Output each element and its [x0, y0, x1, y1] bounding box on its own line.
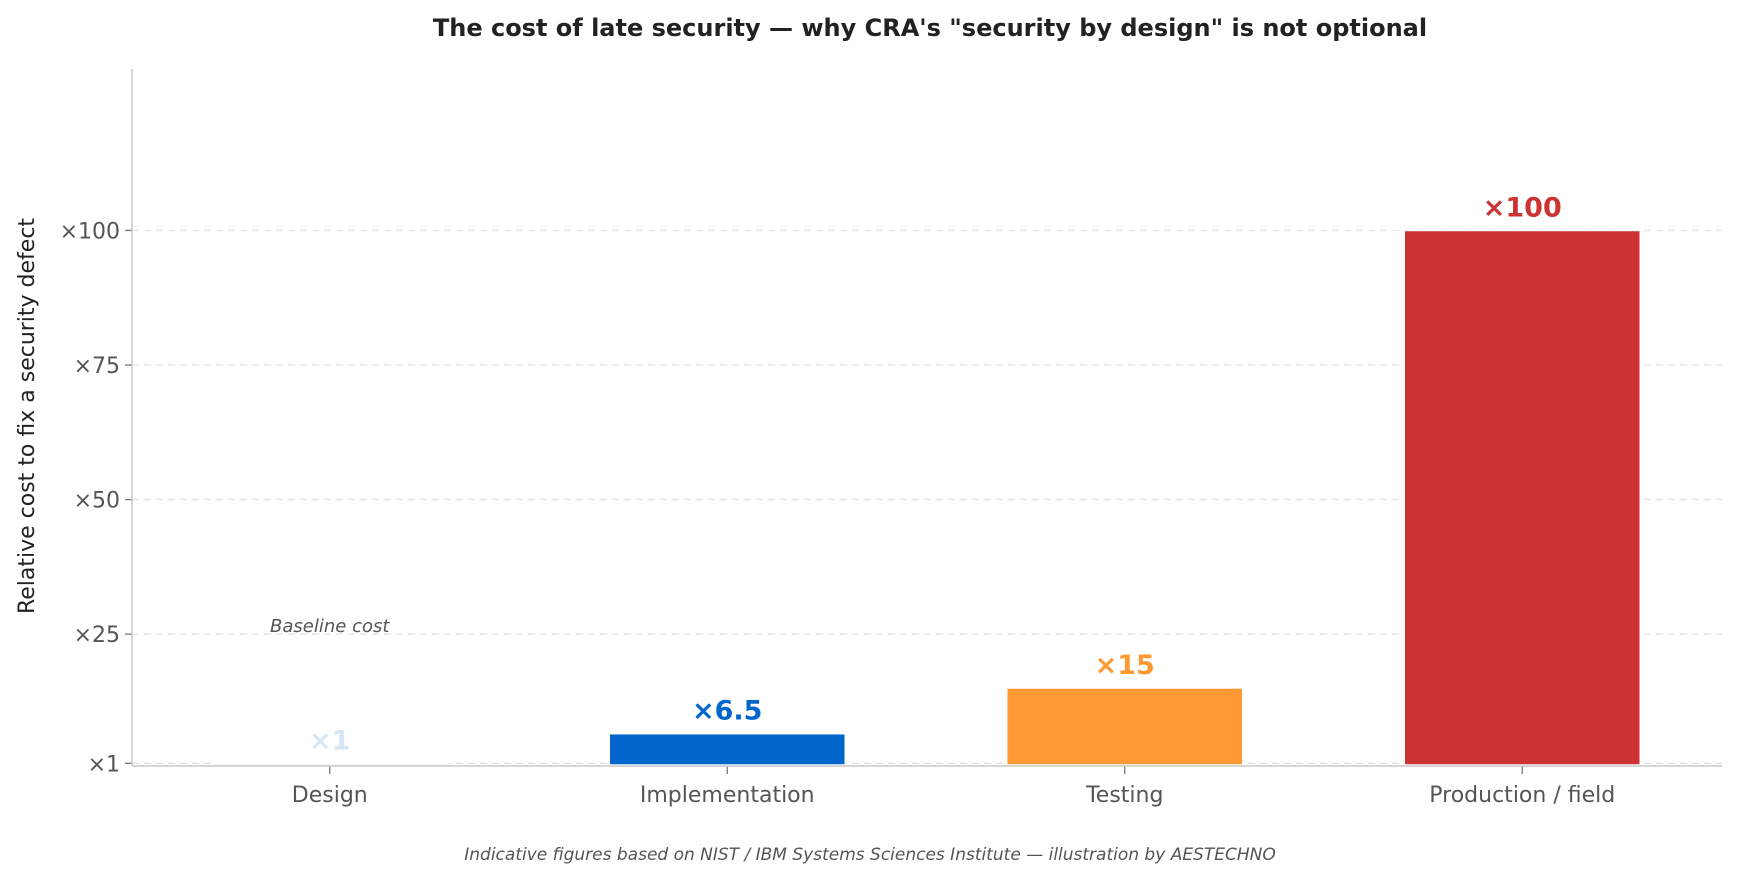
- baseline-annotation: Baseline cost: [270, 616, 390, 637]
- bar-production-field: [1403, 229, 1641, 766]
- bar-testing: [1006, 687, 1244, 766]
- x-tick-label: Design: [292, 783, 368, 808]
- bar-value-label: ×100: [1483, 192, 1562, 223]
- bar-value-label: ×15: [1095, 650, 1155, 681]
- y-tick-label: ×25: [74, 623, 120, 648]
- x-tick-label: Testing: [1085, 783, 1163, 808]
- bar-implementation: [608, 732, 846, 766]
- x-tick-label: Implementation: [640, 783, 815, 808]
- bar-design: [211, 762, 449, 766]
- y-axis-label: Relative cost to fix a security defect: [15, 218, 40, 614]
- y-tick-label: ×100: [60, 219, 120, 244]
- bar-value-label: ×1: [309, 725, 350, 756]
- y-tick-label: ×75: [74, 354, 120, 379]
- x-tick-label: Production / field: [1429, 783, 1615, 808]
- footnote: Indicative figures based on NIST / IBM S…: [464, 845, 1275, 865]
- y-tick-label: ×50: [74, 489, 120, 514]
- y-tick-label: ×1: [88, 752, 120, 777]
- chart-title: The cost of late security — why CRA's "s…: [433, 14, 1427, 42]
- bar-value-label: ×6.5: [692, 696, 762, 727]
